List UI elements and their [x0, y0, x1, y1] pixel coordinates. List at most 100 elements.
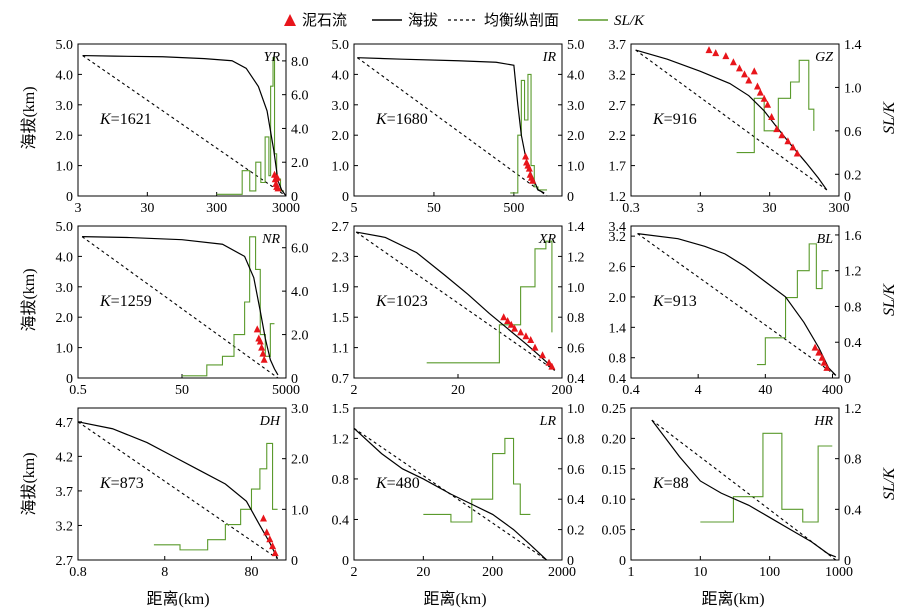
- y2-tick-label: 0.6: [844, 125, 862, 140]
- debris-flow-marker: [784, 137, 792, 145]
- river-code: LR: [539, 414, 557, 429]
- y-tick-label: 3.4: [609, 220, 627, 235]
- debris-flow-marker: [764, 100, 772, 108]
- y-tick-label: 0: [619, 554, 626, 569]
- graded-profile-line: [81, 236, 279, 379]
- y-tick-label: 5.0: [56, 220, 74, 235]
- y2-tick-label: 1.0: [291, 503, 309, 518]
- debris-flow-marker: [507, 320, 515, 328]
- y-tick-label: 0.15: [602, 463, 627, 478]
- debris-flow-marker: [760, 94, 768, 102]
- x-tick-label: 10: [693, 565, 707, 580]
- y2-tick-label: 6.0: [291, 242, 309, 257]
- x-axis-label-col3: 距离(km): [701, 590, 764, 608]
- debris-flow-marker: [522, 152, 530, 160]
- x-axis-label-col1: 距离(km): [146, 590, 209, 608]
- y-axis-label-row3: 海拔(km): [20, 452, 38, 515]
- y-axis-label-row2: 海拔(km): [20, 268, 38, 331]
- y-tick-label: 3.2: [56, 519, 74, 534]
- y2-tick-label: 5.0: [567, 38, 585, 53]
- debris-flow-marker: [259, 349, 267, 357]
- debris-flow-marker: [793, 149, 801, 157]
- debris-flow-marker: [712, 49, 720, 57]
- debris-flow-marker: [823, 363, 831, 371]
- y2-tick-label: 0.6: [567, 463, 585, 478]
- k-symbol: K: [375, 293, 388, 310]
- debris-flow-marker: [722, 52, 730, 60]
- x-tick-label: 2: [351, 565, 358, 580]
- x-tick-label: 3: [697, 201, 704, 216]
- river-code: GZ: [815, 50, 833, 65]
- elevation-line: [82, 236, 279, 376]
- legend-elevation-label: 海拔: [408, 12, 438, 29]
- debris-flow-marker: [274, 184, 282, 192]
- debris-flow-marker: [529, 176, 537, 184]
- panel-frame: [77, 43, 287, 197]
- k-number: =873: [111, 475, 144, 492]
- k-number: =88: [664, 475, 689, 492]
- debris-flow-marker: [525, 164, 533, 172]
- debris-flow-marker: [517, 328, 525, 336]
- y2-tick-label: 1.0: [567, 160, 585, 175]
- river-code: XR: [538, 232, 557, 247]
- debris-flow-marker: [258, 343, 266, 351]
- k-symbol: K: [99, 293, 112, 310]
- x-tick-label: 40: [758, 383, 772, 398]
- y-tick-label: 4.0: [56, 68, 74, 83]
- y-tick-label: 1.5: [332, 311, 350, 326]
- river-code: HR: [813, 414, 833, 429]
- debris-flow-marker: [511, 324, 519, 332]
- debris-flow-marker: [259, 514, 267, 522]
- x-tick-label: 80: [244, 565, 258, 580]
- slk-line: [700, 432, 833, 523]
- k-symbol: K: [375, 111, 388, 128]
- y-tick-label: 5.0: [56, 38, 74, 53]
- y2-tick-label: 0.2: [567, 524, 585, 539]
- legend-slk-label: SL/K: [614, 13, 645, 29]
- debris-flow-marker: [773, 125, 781, 133]
- debris-flow-marker: [269, 542, 277, 550]
- panel-hr: 1 10 100 100000.050.100.150.200.2500.40.81.…: [602, 402, 862, 580]
- debris-flow-marker: [750, 67, 758, 75]
- y2-axis-label-row2: SL/K: [881, 283, 898, 316]
- y2-tick-label: 1.4: [567, 220, 585, 235]
- y2-axis-label-row3: SL/K: [881, 467, 898, 500]
- k-number: =916: [664, 111, 697, 128]
- y2-tick-label: 1.4: [844, 38, 862, 53]
- y2-tick-label: 2.0: [291, 453, 309, 468]
- y2-tick-label: 0: [291, 372, 298, 387]
- x-tick-label: 100: [759, 565, 780, 580]
- y-tick-label: 2.2: [609, 129, 627, 144]
- y-tick-label: 0.8: [332, 473, 350, 488]
- debris-flow-marker: [811, 343, 819, 351]
- x-tick-label: 0.5: [69, 383, 87, 398]
- debris-flow-marker: [820, 358, 828, 366]
- y-tick-label: 1.5: [332, 402, 350, 417]
- y2-tick-label: 0: [567, 554, 574, 569]
- x-tick-label: 3000: [272, 201, 300, 216]
- y-tick-label: 0.20: [602, 432, 627, 447]
- y2-tick-label: 4.0: [567, 68, 585, 83]
- y2-tick-label: 1.0: [567, 281, 585, 296]
- x-tick-label: 0.8: [69, 565, 87, 580]
- y-tick-label: 0: [342, 554, 349, 569]
- y-tick-label: 4.2: [56, 450, 74, 465]
- river-code: YR: [264, 50, 281, 65]
- y-tick-label: 3.0: [56, 281, 74, 296]
- y2-tick-label: 0.2: [844, 168, 862, 183]
- slk-line: [216, 56, 284, 195]
- slk-line: [426, 240, 553, 364]
- debris-flow-marker: [789, 143, 797, 151]
- y-tick-label: 1.0: [56, 342, 74, 357]
- x-tick-label: 5000: [272, 383, 300, 398]
- river-code: DH: [259, 414, 281, 429]
- y2-tick-label: 0.8: [567, 311, 585, 326]
- k-value-label: K=88: [652, 475, 689, 492]
- y-tick-label: 2.3: [332, 250, 350, 265]
- y-tick-label: 0.25: [602, 402, 627, 417]
- graded-profile-line: [355, 231, 555, 371]
- panel-frame: [353, 43, 563, 197]
- x-tick-label: 3: [75, 201, 82, 216]
- debris-flow-marker: [778, 131, 786, 139]
- k-value-label: K=1621: [99, 111, 152, 128]
